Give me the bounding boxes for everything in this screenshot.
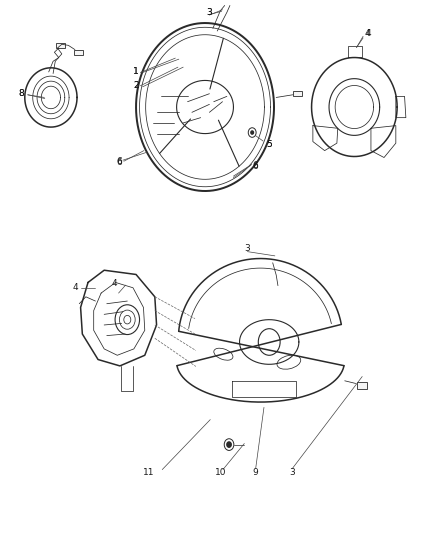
Bar — [56, 43, 65, 48]
Text: 1: 1 — [133, 68, 139, 76]
Text: 6: 6 — [252, 162, 258, 171]
Circle shape — [227, 442, 231, 447]
Text: 1: 1 — [133, 68, 139, 76]
Text: 3: 3 — [207, 8, 212, 17]
Bar — [357, 382, 367, 389]
Text: 4: 4 — [73, 283, 78, 292]
Text: 9: 9 — [253, 469, 258, 477]
Text: 2: 2 — [133, 81, 139, 90]
Text: 10: 10 — [215, 469, 227, 477]
Text: 8: 8 — [19, 88, 25, 98]
Text: 2: 2 — [133, 81, 139, 90]
Text: 6: 6 — [252, 161, 258, 170]
Bar — [293, 91, 301, 95]
Bar — [74, 50, 83, 55]
Text: 11: 11 — [143, 469, 155, 477]
Text: 4: 4 — [111, 279, 117, 288]
Text: 6: 6 — [117, 157, 122, 166]
Text: 8: 8 — [19, 88, 25, 98]
Text: 5: 5 — [266, 140, 272, 149]
Text: 5: 5 — [266, 140, 272, 149]
Text: 3: 3 — [244, 244, 250, 253]
Text: 3: 3 — [290, 469, 295, 477]
Text: 3: 3 — [207, 8, 212, 17]
Circle shape — [251, 131, 254, 134]
Text: 6: 6 — [117, 158, 122, 167]
Text: 4: 4 — [365, 29, 371, 38]
Text: 4: 4 — [365, 29, 370, 38]
